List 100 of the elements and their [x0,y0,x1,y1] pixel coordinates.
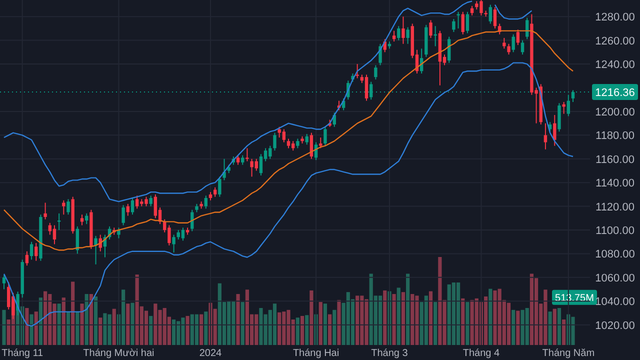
bar [512,310,516,345]
candlestick [544,122,548,150]
x-tick-label: Tháng Hai [292,348,340,359]
y-tick-label: 1200.00 [595,106,635,118]
bar [332,310,336,345]
candlestick [62,200,66,216]
bar [204,312,208,345]
bar [318,302,322,345]
bar [130,302,134,345]
bar [71,282,75,345]
bar [557,308,562,345]
bar [356,296,360,345]
y-tick-label: 1020.00 [595,320,635,332]
bar [62,298,66,345]
bar [112,308,116,345]
candlestick [204,195,208,210]
bar [172,320,176,345]
candlestick [122,204,125,226]
candlestick [520,40,524,56]
bar [456,282,460,345]
candlestick [493,6,497,29]
x-tick-label: Tháng 3 [371,348,408,359]
candlestick [324,126,327,146]
candlestick [466,11,470,34]
bar [488,288,492,345]
candlestick [222,158,226,181]
bar [126,304,130,345]
bar [25,308,29,345]
candlestick [246,148,249,162]
candlestick [130,197,134,216]
candlestick [392,30,396,42]
bar [240,302,244,345]
candlestick [149,195,152,207]
bar [406,274,410,345]
bar [200,314,204,345]
y-tick-label: 1180.00 [596,130,634,142]
candlestick [52,224,56,245]
candlestick [461,11,464,35]
bar [392,294,396,345]
bar [328,314,332,345]
bar [401,292,406,345]
candlestick [434,26,437,47]
bar [552,308,556,345]
candlestick [456,11,460,29]
bar [506,302,511,345]
candlestick [488,4,492,24]
y-tick-label: 1260.00 [595,35,635,48]
candlestick [34,242,38,262]
bar [296,318,300,345]
candlestick [429,20,432,38]
candlestick [66,198,70,216]
candlestick [558,102,561,132]
candlestick [30,241,34,260]
candlestick [507,43,510,56]
candlestick [452,18,456,33]
x-tick-label: Tháng Năm [542,348,595,359]
bar [378,296,382,345]
candlestick [154,194,158,219]
candlestick [566,94,570,117]
candlestick [44,202,47,220]
candlestick [25,250,29,266]
bar [144,310,148,345]
ref-line-label: 1216.36 [595,87,635,100]
candlestick [364,74,368,102]
candlestick [259,154,263,176]
y-tick-label: 1240.00 [595,59,635,72]
bar [84,294,88,345]
x-tick-label: Tháng 4 [462,348,500,359]
x-tick-label: 2024 [199,348,222,359]
bar [194,314,199,345]
candlestick [406,26,410,44]
bar [466,302,470,345]
candlestick [374,64,378,80]
y-tick-label: 1160.00 [596,154,634,166]
candlestick [305,133,308,146]
x-tick-label: Tháng Mười hai [83,348,154,359]
bar [66,312,70,345]
candlestick [356,64,359,79]
bar [548,312,552,345]
data-label: 513.75M [555,292,594,304]
candlestick [117,227,120,239]
candlestick [273,132,276,152]
bar [428,291,433,345]
y-tick-label: 1040.00 [595,296,635,308]
bar [34,312,38,345]
candlestick [172,234,176,254]
bar [38,298,43,345]
bar [516,310,520,345]
y-tick-label: 1100.00 [596,225,634,237]
bar [236,294,240,345]
bar [2,310,6,345]
candlestick [181,227,185,242]
bar [323,304,328,345]
bar [278,312,282,345]
y-tick-label: 1060.00 [595,272,635,284]
candlestick [512,34,515,53]
candlestick [80,214,84,226]
bar [337,300,341,345]
bar [396,288,400,345]
candlestick [213,186,217,198]
